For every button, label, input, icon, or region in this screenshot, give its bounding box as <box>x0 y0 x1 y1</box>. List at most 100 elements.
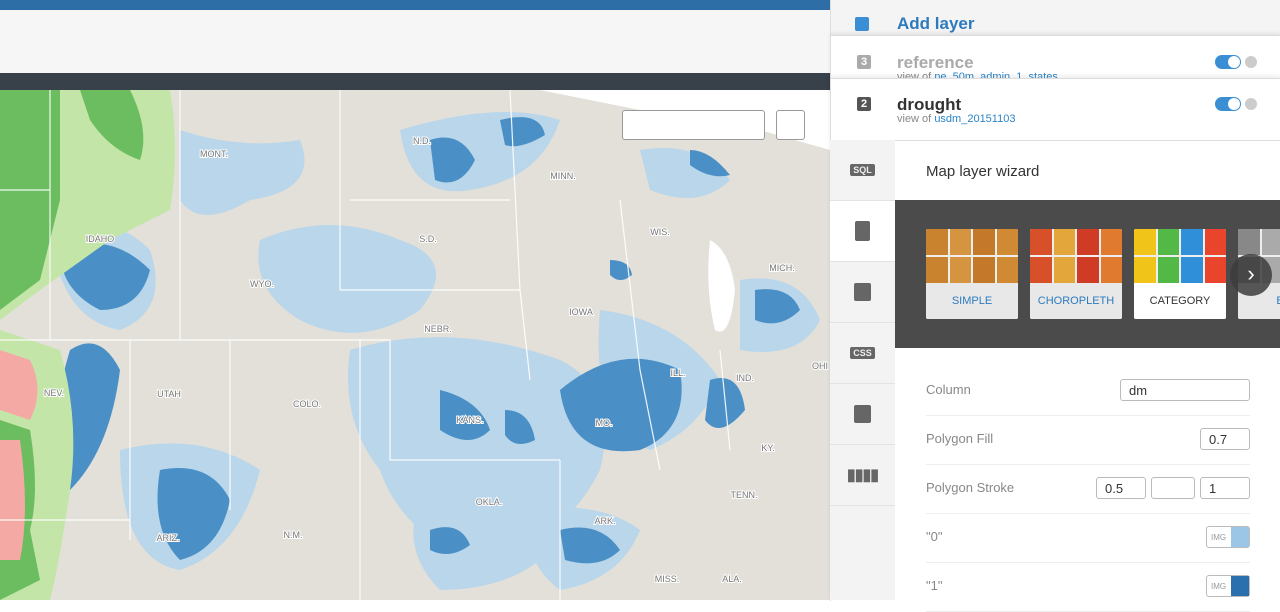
wizard-card[interactable]: SIMPLE <box>926 229 1018 319</box>
image-picker[interactable]: IMG <box>1206 526 1250 548</box>
icon: CSS <box>850 347 875 359</box>
thumb-cell <box>1101 257 1123 283</box>
number-input[interactable]: 0.5 <box>1096 477 1146 499</box>
remove[interactable] <box>1245 98 1257 110</box>
thumb-cell <box>1101 229 1123 255</box>
sql-tab[interactable]: SQL <box>830 140 895 201</box>
state-label: ARK. <box>594 516 615 526</box>
image-picker[interactable]: IMG <box>1206 575 1250 597</box>
thumb-cell <box>997 229 1019 255</box>
state-label: N.M. <box>284 530 303 540</box>
locate-button[interactable] <box>776 110 805 140</box>
thumb-cell <box>1181 257 1203 283</box>
toggle[interactable] <box>1215 97 1241 111</box>
number-input[interactable]: 0.7 <box>1200 428 1250 450</box>
css-tab[interactable]: CSS <box>830 323 895 384</box>
thumb-cell <box>1134 257 1156 283</box>
top-bar <box>0 0 830 10</box>
thumb-cell <box>926 229 948 255</box>
field-label: "0" <box>926 513 942 561</box>
field-label: Column <box>926 366 971 414</box>
add-layer-row: Add layer <box>830 0 1280 40</box>
state-label: OKLA. <box>476 497 503 507</box>
thumb-cell <box>1205 257 1227 283</box>
state-label: NEV. <box>44 388 64 398</box>
layer-source: view of usdm_20151103 <box>897 113 1015 125</box>
layer-number: 2 <box>857 97 871 111</box>
thumb-cell <box>1158 229 1180 255</box>
field-row: "1" IMG <box>926 562 1250 612</box>
card-label: CHOROPLETH <box>1030 283 1122 319</box>
search-box[interactable] <box>622 110 765 140</box>
state-label: MICH. <box>769 263 795 273</box>
number-input[interactable]: 1 <box>1200 477 1250 499</box>
field-row: Column dm <box>926 366 1250 416</box>
wizard-title: Map layer wizard <box>926 163 1039 180</box>
state-label: NEBR. <box>424 324 452 334</box>
state-label: MONT. <box>200 149 228 159</box>
wizard-card[interactable]: CHOROPLETH <box>1030 229 1122 319</box>
state-label: IOWA <box>569 307 593 317</box>
state-label: WIS. <box>650 227 670 237</box>
thumb-cell <box>1181 229 1203 255</box>
wizard-card[interactable]: CATEGORY <box>1134 229 1226 319</box>
state-label: IDAHO <box>86 234 115 244</box>
thumb-cell <box>950 257 972 283</box>
table-name[interactable]: usdm_20151103 <box>934 113 1015 125</box>
thumb-cell <box>1262 229 1280 255</box>
legend-tab[interactable] <box>830 384 895 445</box>
state-label: UTAH <box>157 389 181 399</box>
toggle[interactable] <box>1215 55 1241 69</box>
thumb-cell <box>1205 229 1227 255</box>
add-layer[interactable]: Add layer <box>897 14 974 34</box>
field-row: Polygon Stroke 0.5 1 <box>926 464 1250 514</box>
field-label: "1" <box>926 562 942 610</box>
dark-band <box>0 73 830 90</box>
state-label: KANS. <box>456 415 483 425</box>
state-label: TENN. <box>731 490 758 500</box>
state-label: ILL. <box>670 368 685 378</box>
state-label: S.D. <box>419 234 437 244</box>
card-thumb <box>1030 229 1122 283</box>
color-input[interactable] <box>1151 477 1195 499</box>
icon: SQL <box>850 164 875 176</box>
state-label: IND. <box>736 373 754 383</box>
state-label: MINN. <box>550 171 576 181</box>
thumb-cell <box>973 229 995 255</box>
state-label: KY. <box>761 443 774 453</box>
remove[interactable] <box>1245 56 1257 68</box>
state-label: ARIZ. <box>156 533 179 543</box>
wizard-tab[interactable] <box>830 201 895 262</box>
infowindow-tab[interactable] <box>830 262 895 323</box>
thumb-cell <box>1158 257 1180 283</box>
layer-number: 3 <box>857 55 871 69</box>
layer-name: drought <box>897 95 961 115</box>
thumb-cell <box>1030 257 1052 283</box>
view-of: view of <box>897 113 931 125</box>
card-thumb <box>1134 229 1226 283</box>
thumb-cell <box>1238 229 1260 255</box>
filter-tab[interactable]: ▮▮▮▮ <box>830 445 895 506</box>
card-label: CATEGORY <box>1134 283 1226 319</box>
toolbar <box>0 10 830 73</box>
field-label: Polygon Stroke <box>926 464 1014 512</box>
thumb-cell <box>973 257 995 283</box>
pointer <box>1170 340 1186 356</box>
color-swatch <box>1231 576 1249 596</box>
thumb-cell <box>950 229 972 255</box>
state-label: MO. <box>596 418 613 428</box>
thumb-cell <box>1077 257 1099 283</box>
next-arrow[interactable]: › <box>1230 254 1272 296</box>
thumb-cell <box>1134 229 1156 255</box>
select[interactable]: dm <box>1120 379 1250 401</box>
state-label: MISS. <box>655 574 680 584</box>
thumb-cell <box>1030 229 1052 255</box>
state-label: COLO. <box>293 399 321 409</box>
thumb-cell <box>997 257 1019 283</box>
thumb-cell <box>1054 229 1076 255</box>
thumb-cell <box>926 257 948 283</box>
field-row: "0" IMG <box>926 513 1250 563</box>
